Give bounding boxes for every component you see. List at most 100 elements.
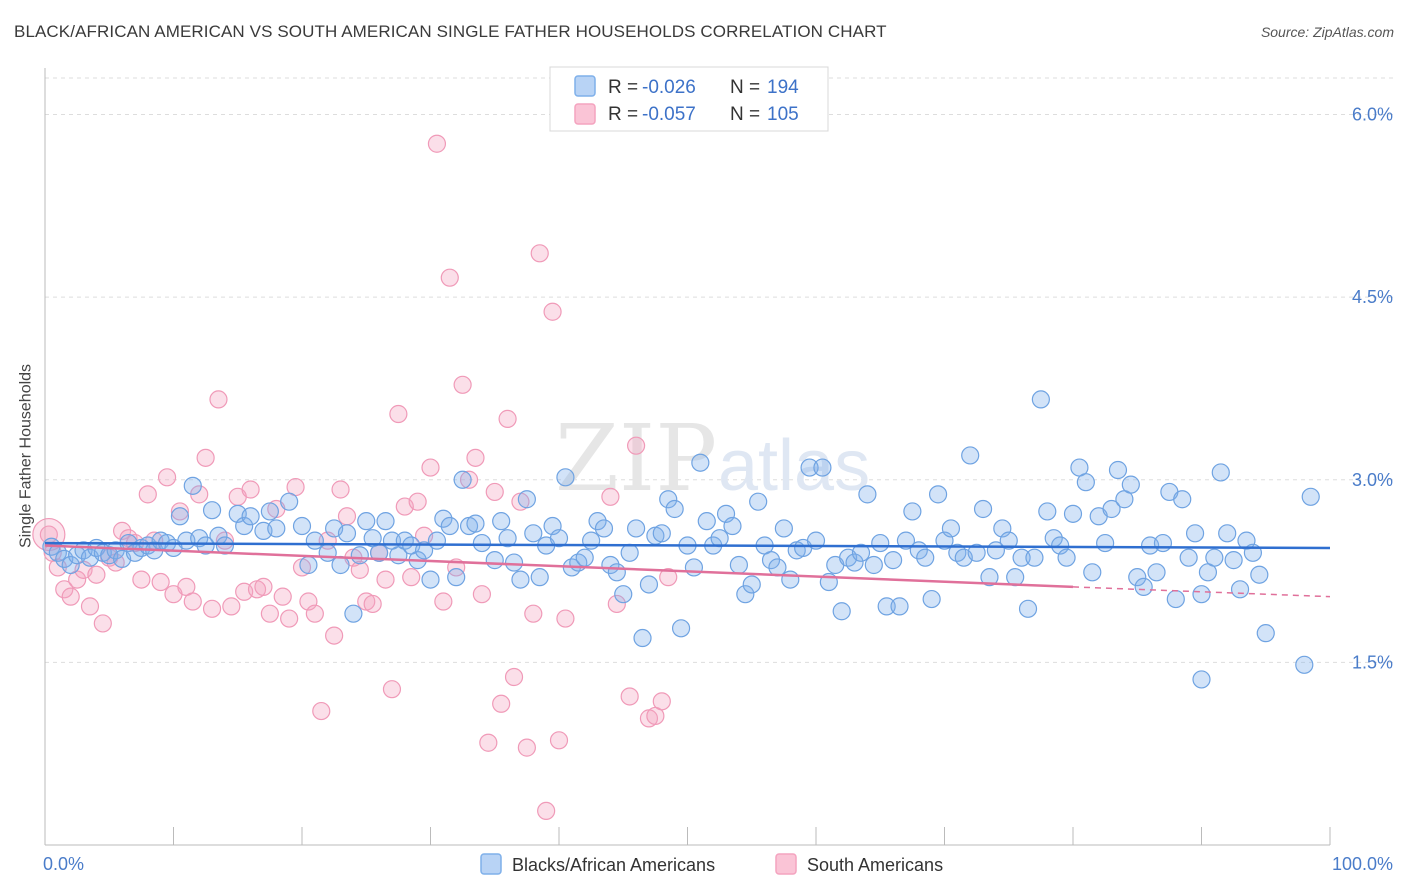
blacks-point: [1192, 585, 1211, 604]
blacks-point: [305, 531, 324, 550]
blacks-point: [774, 519, 793, 538]
blacks-point: [1192, 670, 1211, 689]
south-americans-point: [376, 570, 395, 589]
blacks-point: [447, 568, 466, 587]
south-americans-point: [453, 375, 472, 394]
y-tick-label-3: 6.0%: [1352, 105, 1393, 125]
blacks-point: [723, 516, 742, 536]
blacks-point: [967, 543, 986, 562]
blacks-point: [337, 524, 357, 543]
blacks-point: [639, 575, 659, 594]
blacks-trend-line: [44, 541, 1331, 550]
legend-swatch-blue: [574, 75, 596, 97]
blacks-point: [1185, 524, 1205, 543]
south-americans-point: [543, 302, 562, 321]
blacks-point: [659, 490, 678, 509]
blacks-point: [427, 531, 447, 550]
south-americans-point: [350, 560, 369, 579]
blacks-point: [1153, 533, 1173, 553]
blacks-point: [1218, 524, 1237, 543]
blacks-point: [877, 597, 896, 616]
blacks-point: [1250, 565, 1269, 584]
blacks-point: [1128, 568, 1147, 587]
x-tick-label-0: 0.0%: [43, 854, 84, 874]
south-americans-point: [273, 587, 292, 606]
legend-r-value-1: -0.026: [642, 77, 696, 98]
blacks-point: [241, 507, 260, 526]
legend-n-label-1: N =: [730, 77, 760, 98]
blacks-point: [466, 514, 485, 533]
bottom-legend-swatch-pink: [775, 853, 797, 875]
south-americans-point: [196, 448, 215, 467]
blacks-point: [1076, 473, 1095, 492]
blacks-point: [517, 490, 536, 509]
x-tick-label-1: 100.0%: [1332, 854, 1393, 874]
south-americans-point: [337, 507, 357, 526]
blacks-point: [498, 529, 517, 548]
south-americans-point: [202, 599, 222, 618]
blacks-point: [1147, 563, 1166, 582]
blacks-point: [1096, 533, 1115, 553]
blacks-point: [299, 555, 318, 575]
south-americans-point: [652, 692, 671, 711]
south-americans-trend-extension: [1072, 586, 1331, 598]
south-americans-point: [280, 609, 299, 628]
y-tick-labels: 1.5% 3.0% 4.5% 6.0%: [1352, 105, 1393, 673]
south-americans-point: [408, 492, 427, 511]
blacks-point: [980, 568, 999, 587]
blacks-point: [331, 555, 350, 575]
blacks-point: [736, 585, 755, 604]
blacks-point: [267, 519, 286, 538]
blacks-point: [973, 499, 993, 519]
blacks-point: [260, 502, 279, 521]
correlation-legend: R = -0.026 N = 194 R = -0.057 N = 105: [549, 66, 829, 132]
blacks-point: [357, 512, 376, 531]
south-americans-point: [537, 801, 556, 821]
legend-n-value-2: 105: [767, 104, 799, 125]
blacks-point: [1038, 502, 1057, 521]
south-americans-point: [459, 470, 479, 489]
south-americans-point: [170, 502, 190, 521]
blacks-point: [575, 548, 594, 567]
blacks-point: [376, 512, 395, 531]
blacks-point: [414, 541, 434, 560]
blacks-point: [858, 485, 877, 504]
south-americans-point: [183, 592, 202, 611]
blacks-point: [729, 555, 749, 575]
south-americans-point: [331, 480, 350, 499]
blacks-point: [1211, 463, 1230, 482]
blacks-point: [761, 551, 781, 570]
south-americans-point: [55, 580, 74, 599]
blacks-point: [749, 492, 768, 511]
blacks-point: [1063, 504, 1083, 523]
blacks-point: [941, 519, 961, 538]
blacks-point: [665, 499, 684, 519]
blacks-point: [1173, 490, 1192, 509]
blacks-point: [768, 558, 787, 577]
legend-r-label-1: R =: [608, 77, 638, 98]
south-americans-point: [363, 594, 382, 614]
blacks-point: [916, 548, 935, 567]
south-americans-point: [530, 244, 549, 263]
bottom-legend-label-pink: South Americans: [807, 855, 943, 875]
blacks-point: [999, 531, 1018, 550]
bottom-legend-label-blue: Blacks/African Americans: [512, 855, 715, 875]
blacks-point: [183, 476, 202, 495]
blacks-point: [504, 553, 524, 572]
blacks-point: [614, 585, 633, 604]
trend-lines: [44, 541, 1331, 598]
legend-swatch-pink: [574, 103, 596, 125]
south-americans-point: [620, 687, 639, 706]
blacks-point: [1205, 548, 1224, 567]
south-americans-points: [32, 134, 678, 821]
blacks-point: [691, 453, 710, 472]
blacks-point: [318, 543, 337, 562]
blacks-point: [1295, 655, 1314, 674]
south-americans-point: [466, 448, 485, 467]
south-americans-point: [241, 480, 260, 499]
south-americans-point: [434, 592, 453, 611]
blacks-point: [671, 619, 691, 638]
bottom-legend-swatch-blue: [480, 853, 502, 875]
blacks-point: [1230, 580, 1250, 599]
blacks-point: [1256, 624, 1275, 643]
